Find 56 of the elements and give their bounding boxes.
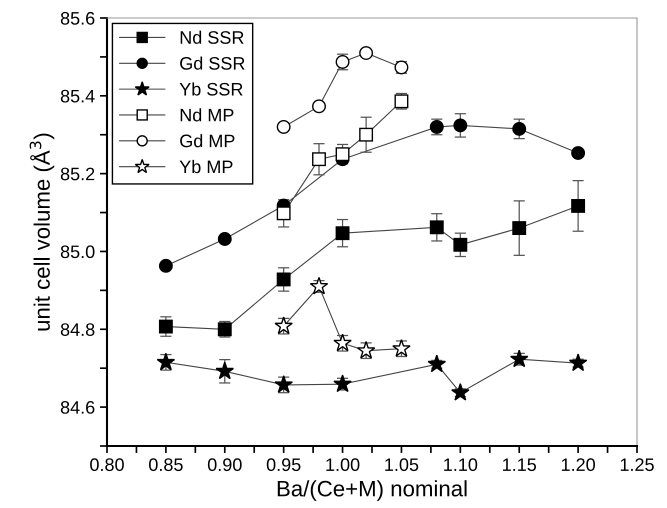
legend-label: Gd MP [180, 134, 234, 148]
y-tick-label: 85.4 [60, 90, 95, 103]
point [336, 147, 350, 162]
legend-label: Yb MP [180, 160, 232, 174]
x-tick-label: 0.80 [90, 458, 124, 472]
legend-label: Nd SSR [180, 30, 244, 44]
y-axis-title: unit cell volume (Å$^{3}$) [30, 134, 54, 330]
point [215, 362, 234, 380]
point [158, 320, 173, 334]
point [392, 339, 411, 357]
y-tick-label: 84.6 [60, 401, 94, 414]
point [310, 276, 328, 294]
x-tick-label: 0.85 [149, 458, 183, 472]
legend-label: Yb SSR [180, 82, 243, 96]
point [333, 334, 352, 352]
y-tick-label: 85.2 [60, 168, 94, 180]
x-tick-label: 1.10 [444, 458, 478, 472]
point [218, 232, 232, 246]
point [359, 128, 374, 142]
point [336, 226, 350, 240]
point [451, 382, 470, 401]
point [276, 272, 291, 286]
y-tick-label: 85.6 [60, 12, 94, 25]
x-tick-label: 0.95 [266, 458, 300, 472]
y-tick-label: 84.8 [60, 323, 94, 336]
point [333, 374, 352, 392]
x-tick-label: 1.15 [503, 458, 536, 472]
point [571, 198, 586, 213]
x-tick-label: 1.25 [620, 458, 654, 472]
point [430, 220, 444, 234]
point [312, 152, 326, 166]
point [274, 316, 293, 334]
y-tick-label: 85.0 [60, 245, 94, 258]
point [427, 354, 446, 372]
point [356, 340, 376, 359]
point [158, 258, 173, 273]
point [512, 221, 526, 236]
point [453, 238, 468, 252]
point [274, 375, 293, 393]
point [510, 350, 529, 368]
point [568, 353, 588, 372]
x-tick-label: 1.05 [385, 458, 418, 472]
point [276, 120, 291, 134]
point [571, 146, 586, 160]
point [359, 46, 374, 60]
point [453, 118, 468, 132]
x-tick-label: 1.20 [562, 458, 595, 472]
point [276, 206, 291, 220]
point [156, 352, 176, 370]
x-axis-title: Ba/(Ce+M) nominal [278, 480, 467, 501]
x-tick-label: 0.90 [208, 458, 242, 472]
point [312, 99, 326, 114]
point [512, 122, 526, 136]
legend-label: Gd SSR [180, 56, 245, 70]
x-tick-label: 1.00 [326, 458, 360, 472]
legend-label: Nd MP [180, 108, 234, 122]
